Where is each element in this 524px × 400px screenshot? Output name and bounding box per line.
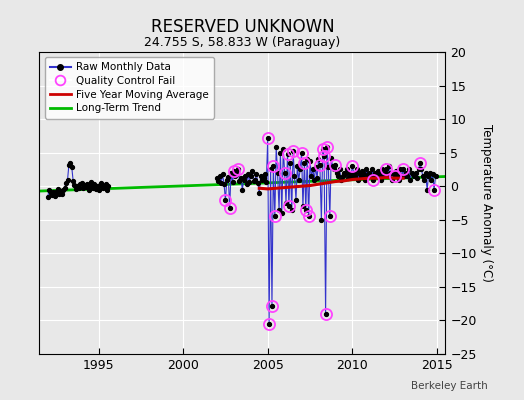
Legend: Raw Monthly Data, Quality Control Fail, Five Year Moving Average, Long-Term Tren: Raw Monthly Data, Quality Control Fail, … [45,57,214,118]
Text: 24.755 S, 58.833 W (Paraguay): 24.755 S, 58.833 W (Paraguay) [145,36,341,49]
Text: Berkeley Earth: Berkeley Earth [411,381,487,391]
Y-axis label: Temperature Anomaly (°C): Temperature Anomaly (°C) [481,124,493,282]
Text: RESERVED UNKNOWN: RESERVED UNKNOWN [151,18,334,36]
